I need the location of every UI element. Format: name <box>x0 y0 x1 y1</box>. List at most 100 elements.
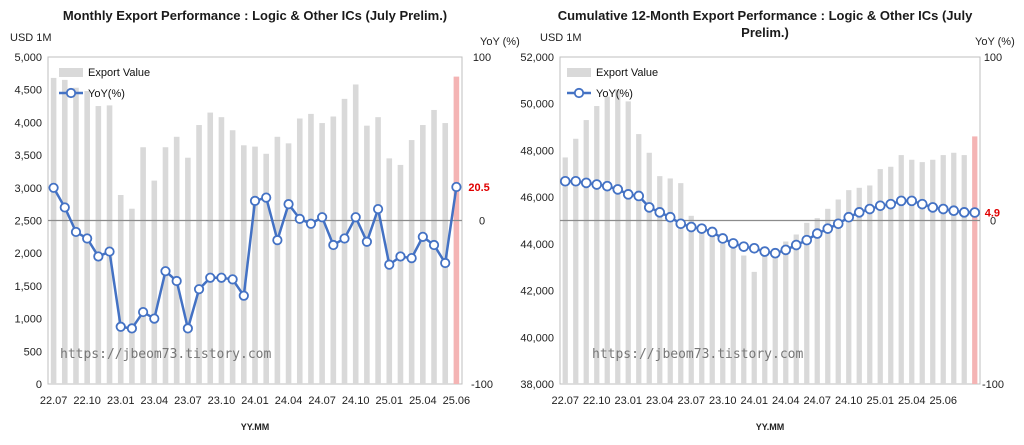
cumulative-bar <box>772 250 778 384</box>
monthly-yoy-point <box>249 195 261 206</box>
cumulative-yoy-point <box>696 223 708 234</box>
cumulative-y-tick-label: 42,000 <box>520 286 554 298</box>
cumulative-yoy-point <box>759 246 771 257</box>
cumulative-yoy-point <box>591 179 603 190</box>
monthly-y-tick-label: 3,500 <box>14 150 42 162</box>
monthly-x-tick-label: 23.07 <box>174 395 202 407</box>
monthly-yoy-point <box>205 272 216 283</box>
cumulative-y2-tick-label: 0 <box>990 216 996 228</box>
monthly-bar <box>285 143 292 384</box>
cumulative-bar <box>804 222 810 384</box>
monthly-bar <box>50 77 57 384</box>
cumulative-bar <box>898 155 904 384</box>
cumulative-bar <box>793 234 799 384</box>
cumulative-yoy-point <box>738 241 750 252</box>
monthly-y-tick-label: 5,000 <box>14 52 42 64</box>
cumulative-bar <box>835 199 841 384</box>
cumulative-yoy-point <box>612 184 624 195</box>
monthly-yoy-point <box>238 290 249 301</box>
cumulative-bar <box>615 89 621 384</box>
cumulative-yoy-point <box>780 244 792 256</box>
cumulative-x-tick-label: 25.01 <box>866 395 894 407</box>
monthly-yoy-point <box>227 274 238 285</box>
cumulative-yoy-point <box>874 200 886 212</box>
monthly-bar <box>397 164 404 384</box>
monthly-yoy-point <box>48 182 59 193</box>
monthly-bar <box>218 117 225 384</box>
monthly-bar <box>386 158 393 384</box>
cumulative-x-tick-label: 25.04 <box>898 395 926 407</box>
monthly-legend-line-marker <box>65 87 77 99</box>
cumulative-yoy-point <box>948 205 960 216</box>
cumulative-yoy-point <box>580 177 592 189</box>
cumulative-yoy-point <box>622 189 634 200</box>
cumulative-y-tick-label: 40,000 <box>520 332 554 344</box>
cumulative-yoy-point <box>664 211 676 223</box>
cumulative-yoy-point <box>969 207 981 218</box>
monthly-bar <box>229 130 236 384</box>
monthly-yoy-point <box>440 257 451 269</box>
cumulative-bar <box>741 255 747 384</box>
monthly-bar <box>241 145 247 384</box>
monthly-y2-unit-label: YoY (%) <box>480 36 520 48</box>
cumulative-bar <box>846 190 852 384</box>
monthly-yoy-point <box>294 213 305 224</box>
cumulative-bar <box>625 101 631 384</box>
cumulative-x-tick-label: 23.07 <box>677 395 705 407</box>
monthly-yoy-point <box>272 235 283 246</box>
monthly-bar <box>375 117 381 384</box>
cumulative-bar <box>856 187 862 384</box>
cumulative-legend-line-marker <box>573 87 585 99</box>
cumulative-y2-tick-label: -100 <box>982 379 1004 391</box>
monthly-x-tick-label: 25.04 <box>409 395 437 407</box>
monthly-bar <box>319 123 325 384</box>
cumulative-bar <box>762 255 768 384</box>
cumulative-yoy-point <box>822 223 834 234</box>
monthly-x-tick-label: 25.06 <box>443 395 471 407</box>
monthly-bar <box>453 76 460 385</box>
monthly-y-tick-label: 4,500 <box>14 85 42 97</box>
monthly-legend-line-label: YoY(%) <box>88 88 125 100</box>
cumulative-bar <box>646 152 652 384</box>
monthly-bar <box>274 136 281 384</box>
cumulative-yoy-point <box>853 207 865 218</box>
cumulative-x-axis-label: YY.MM <box>756 422 785 432</box>
cumulative-yoy-point <box>906 195 918 207</box>
monthly-yoy-point <box>417 231 428 242</box>
cumulative-x-tick-label: 24.01 <box>740 395 768 407</box>
monthly-yoy-point <box>126 323 138 334</box>
monthly-yoy-point <box>171 275 182 287</box>
cumulative-bar <box>783 241 789 384</box>
cumulative-last-value-label: 4.9 <box>985 207 1000 219</box>
cumulative-bar <box>919 162 925 384</box>
cumulative-yoy-point <box>570 175 582 187</box>
cumulative-bar <box>667 178 673 384</box>
monthly-bar <box>117 194 124 384</box>
cumulative-bar <box>583 120 589 385</box>
monthly-bar <box>420 125 426 385</box>
cumulative-yoy-point <box>832 218 844 230</box>
monthly-x-tick-label: 22.07 <box>40 395 68 407</box>
cumulative-legend-bar-swatch <box>567 68 591 77</box>
monthly-y-tick-label: 0 <box>36 379 42 391</box>
cumulative-x-tick-label: 25.06 <box>929 395 957 407</box>
cumulative-x-tick-label: 22.07 <box>551 395 579 407</box>
cumulative-bar <box>961 155 967 384</box>
cumulative-bar <box>877 169 883 384</box>
cumulative-bar <box>720 243 726 384</box>
monthly-yoy-point <box>384 259 395 270</box>
cumulative-bar <box>888 166 894 384</box>
monthly-bar <box>106 105 113 385</box>
cumulative-x-tick-label: 23.01 <box>614 395 642 407</box>
monthly-yoy-point <box>216 272 227 283</box>
cumulative-bar <box>972 136 978 384</box>
monthly-yoy-point <box>350 212 361 223</box>
cumulative-yoy-point <box>675 218 687 230</box>
monthly-yoy-point <box>59 202 70 213</box>
cumulative-yoy-point <box>916 198 928 210</box>
monthly-bar <box>263 153 269 384</box>
monthly-yoy-point <box>372 203 384 215</box>
cumulative-y-tick-label: 50,000 <box>520 99 554 111</box>
cumulative-bar <box>688 215 694 384</box>
